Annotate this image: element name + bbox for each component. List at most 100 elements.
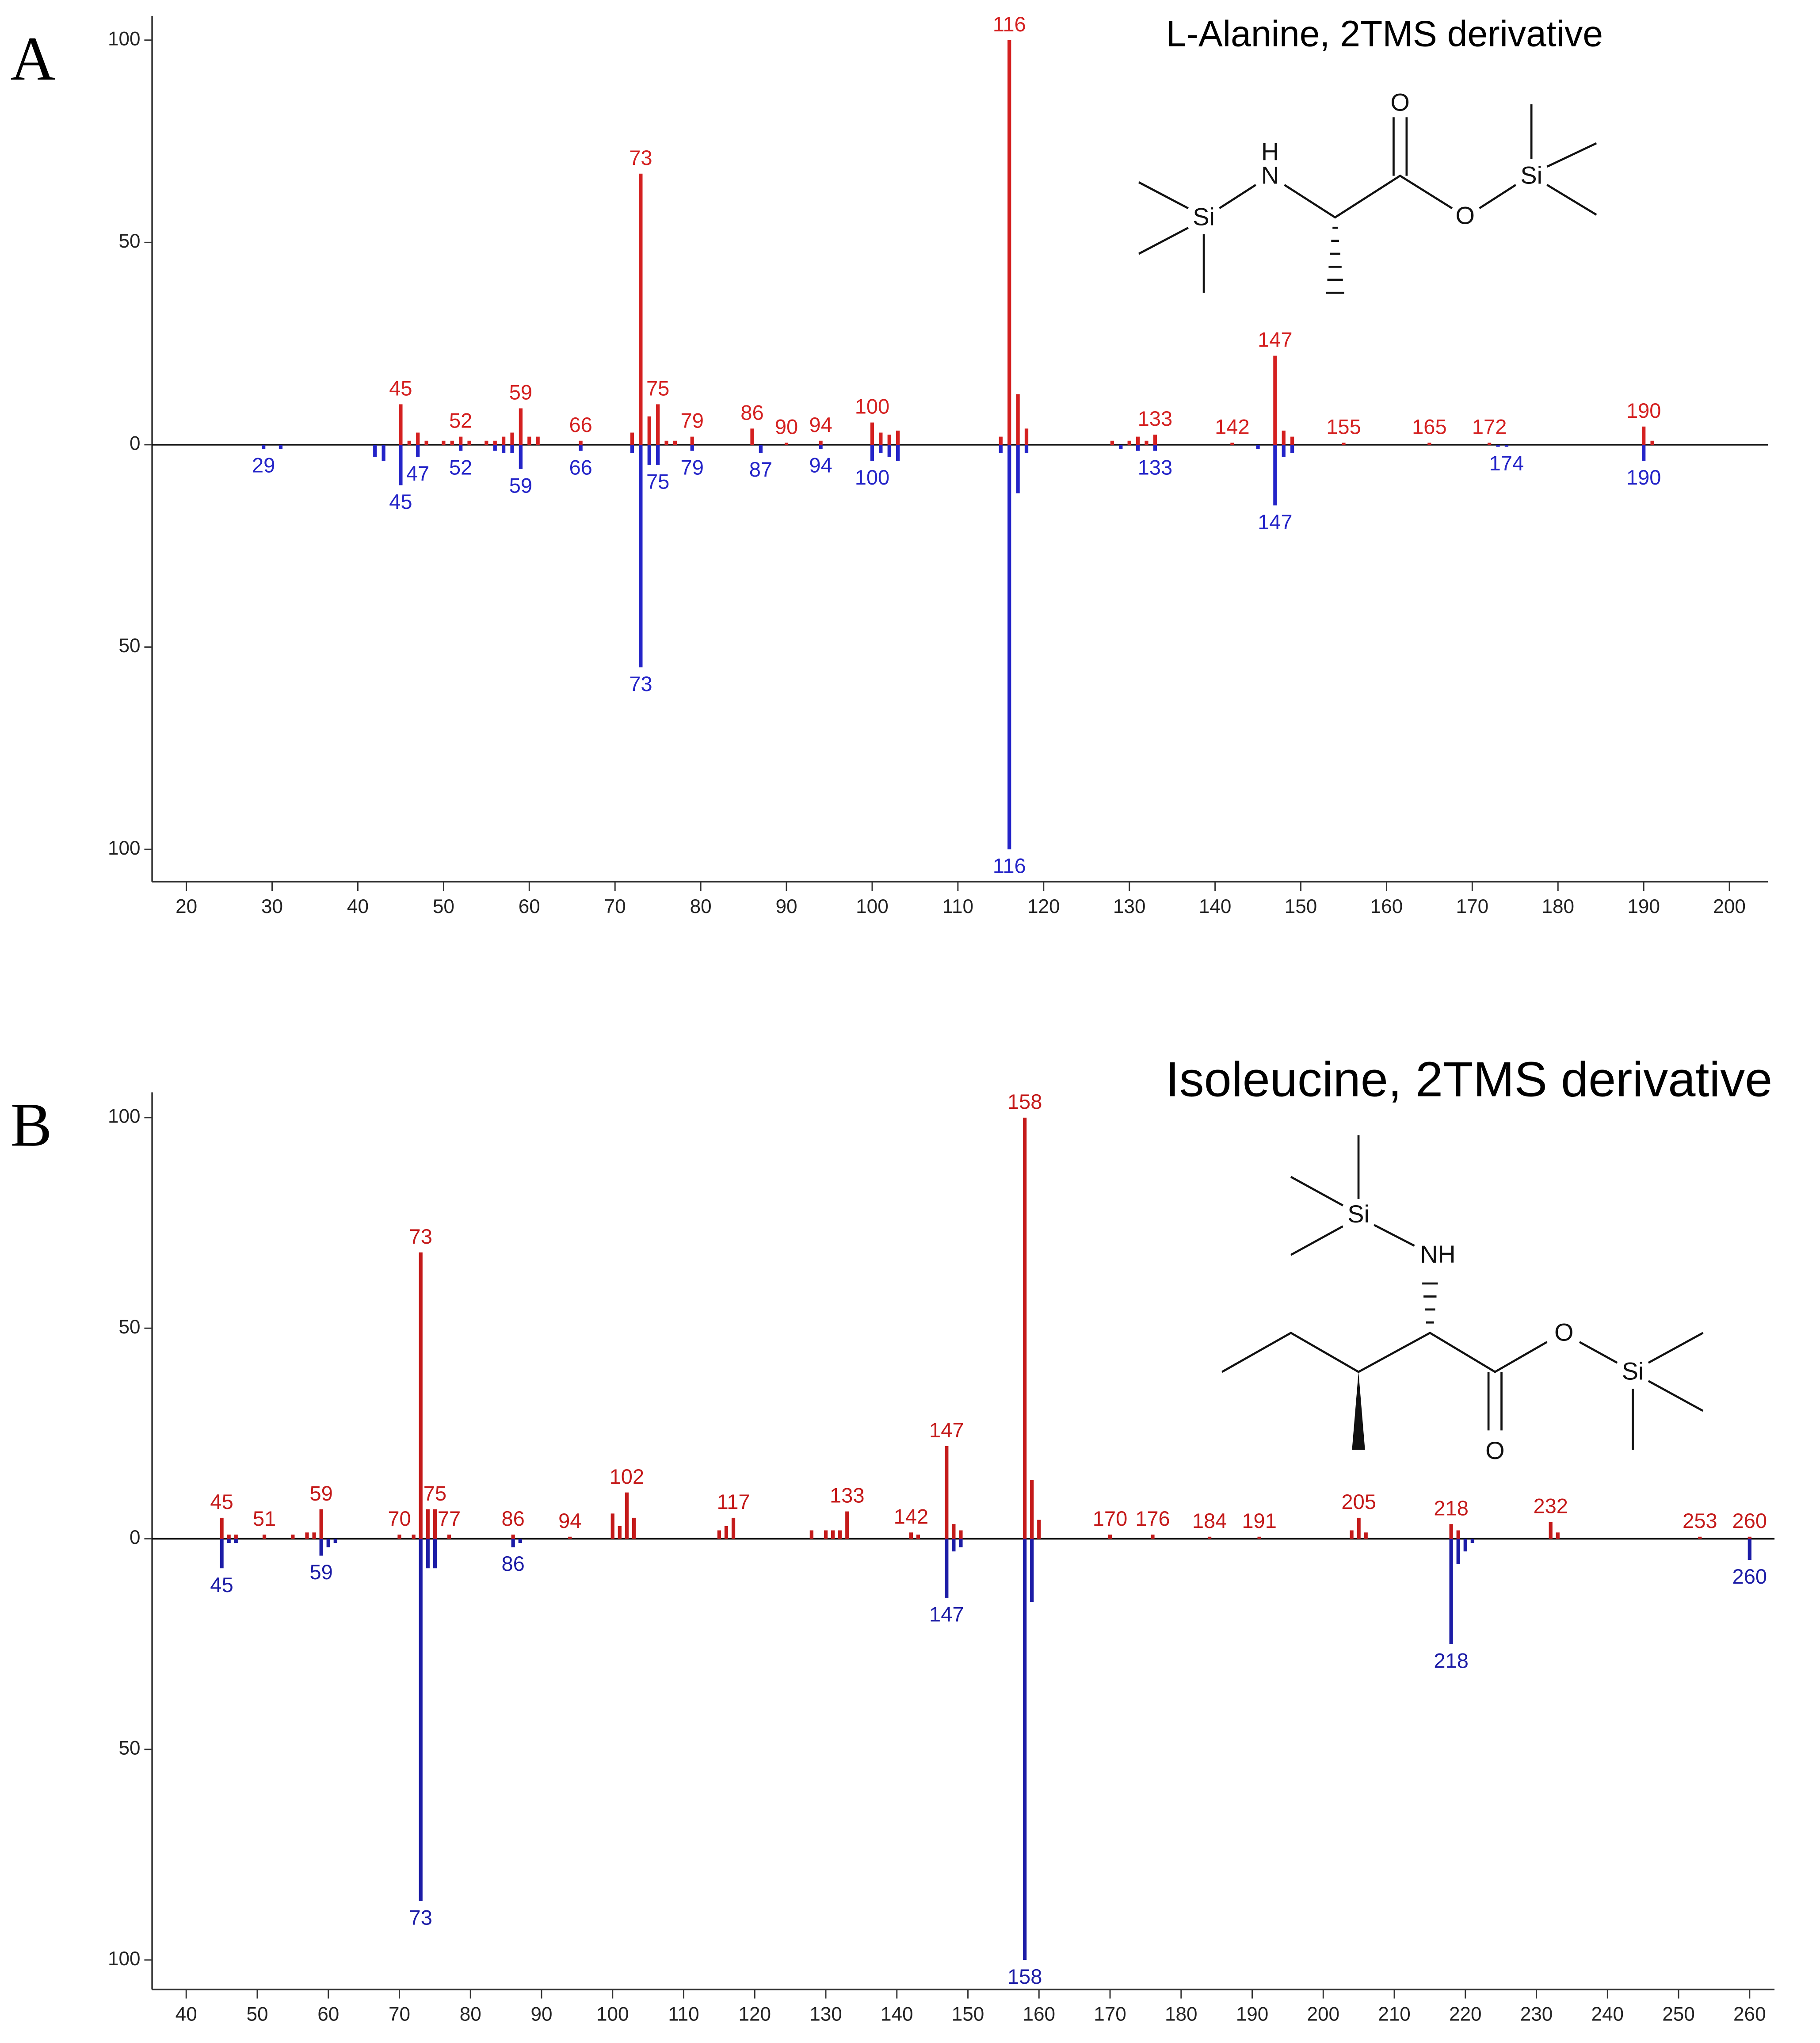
- peak-bar: [809, 1530, 813, 1539]
- peak-bar: [909, 1532, 913, 1539]
- peak-bar: [397, 1535, 401, 1539]
- peak-bar: [1698, 1536, 1702, 1539]
- x-tick-label: 190: [1236, 2003, 1269, 2025]
- peak-bar: [731, 1517, 736, 1539]
- peak-bar: [416, 444, 420, 457]
- peak-bar: [399, 404, 403, 445]
- peak-bar: [568, 1536, 572, 1539]
- peak-bar: [519, 408, 523, 445]
- peak-bar: [333, 1539, 337, 1543]
- peak-bar: [419, 1252, 423, 1539]
- peak-bar: [1037, 1520, 1041, 1539]
- peak-bar: [424, 440, 428, 445]
- peak-label: 45: [210, 1490, 233, 1513]
- x-tick-label: 80: [690, 896, 712, 917]
- peak-bar: [1136, 444, 1140, 451]
- x-tick-label: 210: [1378, 2003, 1411, 2025]
- peak-label: 133: [1138, 407, 1173, 430]
- peak-label: 190: [1626, 466, 1661, 489]
- peak-label: 75: [646, 377, 669, 400]
- peak-bar: [1470, 1539, 1474, 1543]
- peak-bar: [536, 436, 540, 445]
- peak-label: 147: [1258, 510, 1293, 534]
- peak-label: 59: [509, 474, 532, 497]
- peak-bar: [291, 1535, 295, 1539]
- x-tick-label: 160: [1370, 896, 1403, 917]
- x-tick-label: 120: [738, 2003, 771, 2025]
- peak-bar: [1282, 444, 1286, 457]
- peak-label: 45: [389, 377, 412, 400]
- x-tick-label: 100: [596, 2003, 629, 2025]
- peak-bar: [632, 1517, 636, 1539]
- y-tick-label: 50: [119, 1738, 141, 1759]
- peak-label: 100: [855, 466, 890, 489]
- peak-label: 191: [1242, 1509, 1277, 1532]
- x-tick-label: 240: [1591, 2003, 1624, 2025]
- x-tick-label: 90: [530, 2003, 552, 2025]
- peak-bar: [1110, 440, 1114, 445]
- peak-bar: [647, 444, 651, 465]
- peak-bar: [1256, 444, 1260, 449]
- peak-label: 158: [1007, 1090, 1042, 1113]
- peak-label: 86: [502, 1552, 525, 1575]
- peak-bar: [527, 436, 531, 445]
- peak-bar: [630, 444, 634, 453]
- peak-bar: [819, 444, 823, 449]
- peak-label: 73: [409, 1225, 432, 1248]
- atom: Si: [1193, 202, 1215, 230]
- x-tick-label: 180: [1541, 896, 1574, 917]
- panel-label: B: [11, 1090, 52, 1159]
- y-tick-label: 50: [119, 1316, 141, 1338]
- x-tick-label: 110: [668, 2003, 699, 2025]
- peak-bar: [1642, 444, 1646, 461]
- peak-bar: [579, 440, 583, 445]
- peak-bar: [220, 1539, 224, 1569]
- peak-bar: [262, 444, 266, 449]
- peak-label: 66: [569, 455, 592, 479]
- peak-label: 52: [449, 409, 472, 432]
- peak-bar: [1290, 444, 1294, 453]
- peak-bar: [824, 1530, 828, 1539]
- atom: O: [1455, 201, 1474, 229]
- peak-bar: [1136, 436, 1140, 445]
- peak-bar: [459, 444, 463, 451]
- atom: N: [1261, 161, 1279, 189]
- peak-bar: [717, 1530, 721, 1539]
- peak-bar: [819, 440, 823, 445]
- peak-bar: [227, 1539, 231, 1543]
- peak-bar: [724, 1526, 729, 1539]
- peak-bar: [1364, 1532, 1368, 1539]
- peak-bar: [407, 440, 411, 445]
- peak-label: 260: [1732, 1565, 1767, 1588]
- peak-label: 79: [681, 455, 704, 479]
- y-tick-label: 0: [130, 1527, 141, 1548]
- peak-bar: [690, 444, 694, 451]
- peak-label: 184: [1192, 1509, 1227, 1532]
- peak-bar: [1748, 1539, 1751, 1560]
- peak-label: 142: [1215, 415, 1250, 438]
- peak-bar: [1342, 443, 1346, 445]
- x-tick-label: 40: [176, 2003, 197, 2025]
- peak-label: 174: [1489, 451, 1524, 475]
- peak-bar: [759, 444, 763, 453]
- x-tick-label: 150: [1285, 896, 1317, 917]
- stereo-bond: [1326, 226, 1344, 294]
- x-tick-label: 170: [1456, 896, 1489, 917]
- peak-label: 232: [1533, 1494, 1568, 1518]
- peak-bar: [639, 444, 643, 668]
- peak-label: 79: [681, 409, 704, 432]
- x-tick-label: 250: [1662, 2003, 1695, 2025]
- peak-bar: [845, 1511, 849, 1539]
- peak-label: 73: [629, 146, 652, 169]
- peak-bar: [945, 1446, 949, 1539]
- peak-bar: [1023, 1117, 1027, 1539]
- peak-bar: [433, 1509, 437, 1539]
- chart-title: L-Alanine, 2TMS derivative: [1166, 14, 1603, 54]
- peak-bar: [319, 1509, 323, 1539]
- peak-label: 59: [309, 1560, 332, 1584]
- y-tick-label: 100: [108, 837, 141, 859]
- peak-label: 218: [1434, 1496, 1469, 1520]
- x-tick-label: 220: [1449, 2003, 1482, 2025]
- peak-bar: [1456, 1530, 1460, 1539]
- peak-label: 147: [1258, 328, 1293, 351]
